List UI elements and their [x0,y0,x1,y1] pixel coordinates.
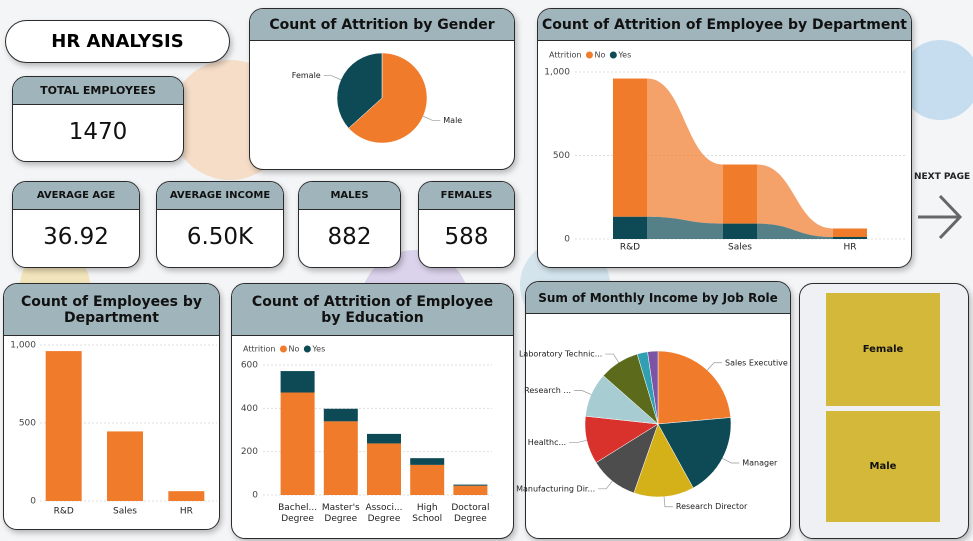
chart-title: Sum of Monthly Income by Job Role [526,282,790,314]
chart-title: Count of Attrition of Employee by Educat… [232,284,513,336]
x-tick-label: Doctoral Degree [451,503,490,524]
kpi-value: 6.50K [186,224,254,250]
chart-card: Sum of Monthly Income by Job Role [525,281,791,539]
kpi-value: 36.92 [43,224,109,250]
kpi-label: MALES [299,182,400,210]
slicer-button[interactable]: Female [826,293,940,406]
kpi-card: AVERAGE INCOME 6.50K [156,181,284,268]
kpi-value: 588 [444,224,489,250]
kpi-card: FEMALES 588 [418,181,515,268]
kpi-card: AVERAGE AGE 36.92 [12,181,140,268]
kpi-label: AVERAGE INCOME [157,182,283,210]
kpi-value: 882 [327,224,372,250]
chart-card: Count of Attrition of Employee by Depart… [537,8,912,268]
chart-title: Count of Employees by Department [4,284,219,336]
next-page-arrow[interactable] [916,192,966,242]
slicer-button[interactable]: Male [826,411,940,522]
chart-title: Count of Attrition of Employee by Depart… [538,9,911,41]
kpi-label: FEMALES [419,182,514,210]
chart-card: Count of Attrition by Gender [249,8,515,170]
chart-title: Count of Attrition by Gender [250,9,514,41]
next-page-label[interactable]: NEXT PAGE [914,172,971,182]
x-tick-label: Bachel... Degree [278,503,318,524]
x-tick-label: Associ... Degree [365,503,403,524]
kpi-card: MALES 882 [298,181,401,268]
chart-card: Count of Employees by Department [3,283,220,530]
background-shape [900,40,973,120]
kpi-label: TOTAL EMPLOYEES [13,77,183,105]
kpi-card: TOTAL EMPLOYEES 1470 [12,76,184,162]
kpi-value: 1470 [68,119,128,145]
header-title: HR ANALYSIS [5,20,230,63]
x-tick-label: High School [412,503,443,524]
x-tick-label: Master's Degree [321,503,360,524]
kpi-label: AVERAGE AGE [13,182,139,210]
chart-card: Count of Attrition of Employee by Educat… [231,283,514,539]
